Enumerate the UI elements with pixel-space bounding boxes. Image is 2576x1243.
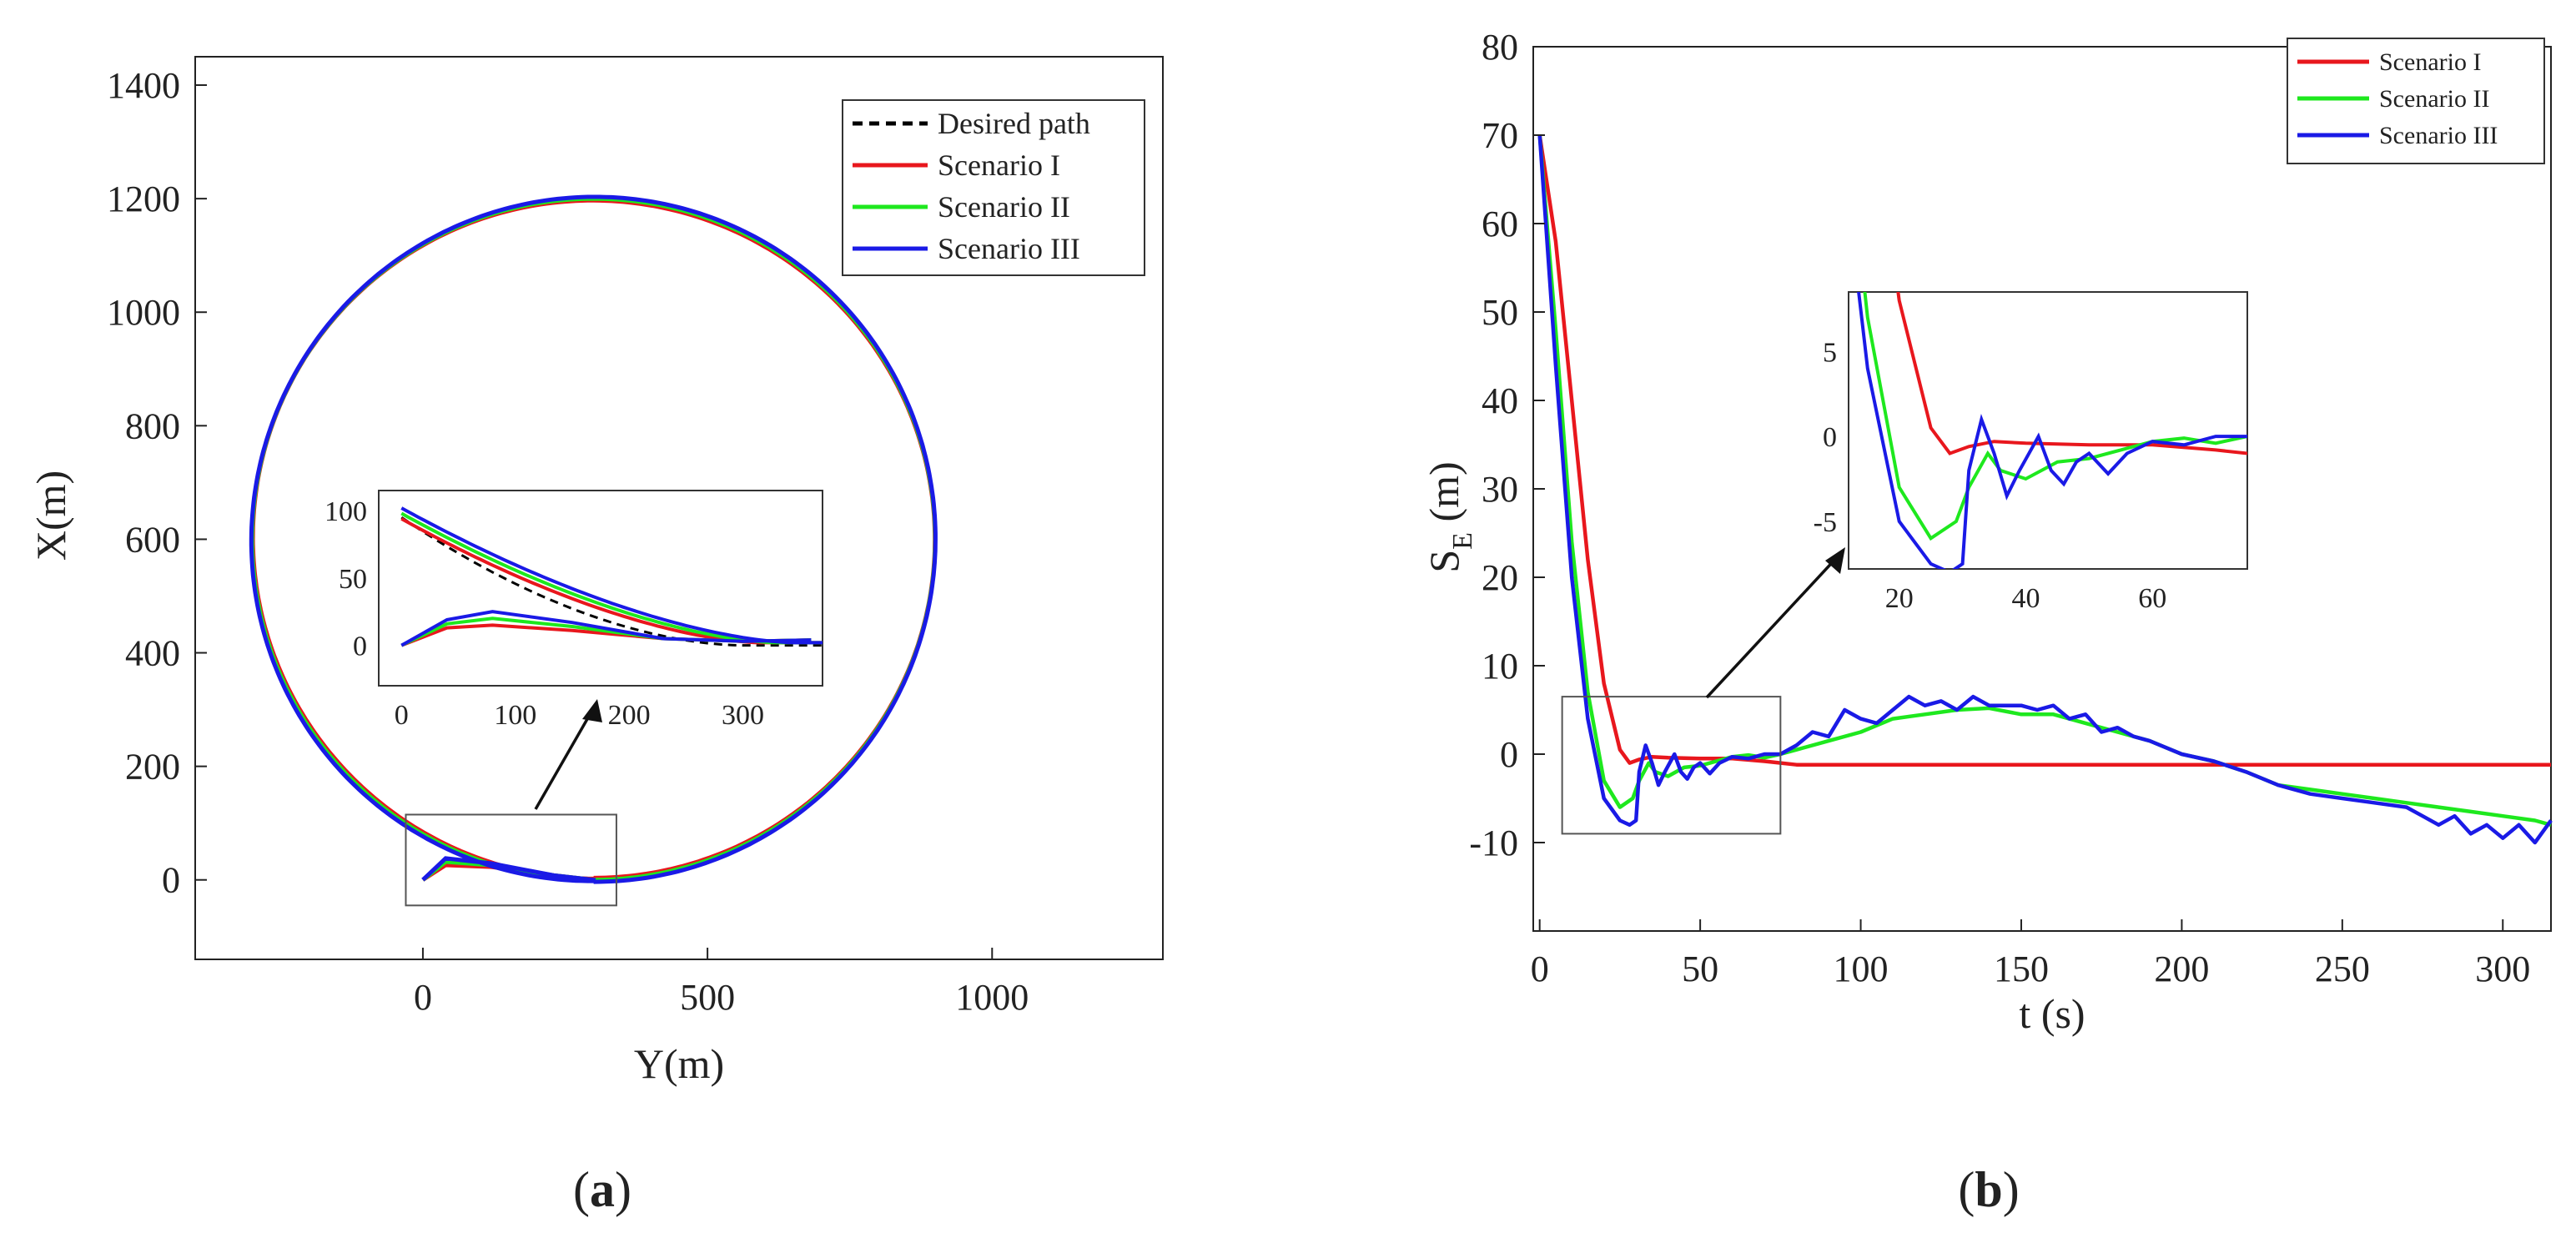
a-zoom-arrow [534, 707, 596, 810]
b-ylabel: SE (m) [1421, 461, 1478, 572]
b-series-scenario-1 [1537, 134, 2551, 767]
b-xtick-label: 250 [2315, 949, 2370, 989]
b-series-scenario-3-inset [1857, 292, 2247, 569]
b-legend-label: Scenario II [2379, 85, 2489, 113]
b-xtick-label: 150 [1994, 949, 2049, 989]
b-ytick-label: 60 [1482, 204, 1518, 244]
b-zoom-box [1561, 696, 1782, 835]
a-series-scenario-3 [249, 194, 938, 884]
b-legend: Scenario I Scenario II Scenario III [2287, 38, 2545, 164]
a-inset-ytick-label: 50 [339, 564, 367, 595]
a-series-scenario-3-inset-lower [400, 610, 812, 647]
b-ytick-label: 40 [1482, 380, 1518, 421]
panel-label-b-letter: b [1975, 1162, 2002, 1217]
a-ytick-label: 800 [125, 405, 180, 446]
a-ytick-label: 200 [125, 747, 180, 788]
b-ytick-label: 70 [1482, 115, 1518, 156]
a-ylabel: X(m) [28, 471, 74, 561]
a-ytick-label: 1400 [107, 65, 180, 106]
b-inset-xtick-label: 20 [1885, 583, 1914, 614]
a-xlabel: Y(m) [634, 1040, 724, 1087]
panel-label-b-close: ) [2003, 1162, 2020, 1217]
a-inset-xtick-label: 300 [722, 700, 764, 731]
b-ytick-label: 0 [1500, 734, 1518, 775]
b-ylabel-unit: (m) [1421, 461, 1467, 532]
panel-label-b-open: ( [1958, 1162, 1975, 1217]
b-inset-ytick-label: 0 [1823, 422, 1837, 453]
a-ytick-label: 0 [162, 860, 180, 901]
b-inset-frame [1848, 291, 2248, 570]
a-xtick-label: 500 [680, 977, 735, 1018]
b-inset-xtick-label: 60 [2138, 583, 2166, 614]
a-zoom-box [405, 813, 617, 907]
b-inset-ytick-label: 5 [1823, 337, 1837, 368]
a-legend-label: Scenario II [938, 190, 1070, 224]
b-xtick-label: 100 [1834, 949, 1889, 989]
b-ytick-label: 80 [1482, 27, 1518, 68]
a-inset-xtick-label: 0 [395, 700, 409, 731]
a-ytick-label: 600 [125, 519, 180, 560]
a-inset-frame [378, 490, 823, 687]
a-inset-ytick-label: 100 [325, 496, 367, 527]
a-inset-xtick-label: 100 [494, 700, 536, 731]
a-inset-xtick-label: 200 [608, 700, 651, 731]
b-ytick-label: 20 [1482, 557, 1518, 598]
panel-label-a-letter: a [590, 1162, 615, 1217]
panel-label-b: (b) [1958, 1162, 2019, 1217]
b-series-scenario-3 [1537, 134, 2553, 845]
b-xtick-label: 50 [1682, 949, 1718, 989]
a-ytick-label: 1000 [107, 292, 180, 333]
b-xlabel: t (s) [2019, 990, 2085, 1037]
b-ytick-label: -10 [1469, 823, 1518, 863]
a-inset: 0 100 200 300 0 50 100 [325, 490, 823, 810]
a-legend-label: Scenario I [938, 148, 1060, 182]
b-inset: 20 40 60 5 0 -5 [1705, 291, 2248, 699]
a-ytick-label: 1200 [107, 179, 180, 219]
panel-label-a-close: ) [615, 1162, 631, 1217]
b-ylabel-main: S [1421, 550, 1467, 573]
a-series-scenario-3-inset-upper [400, 506, 823, 645]
b-ylabel-sub: E [1447, 532, 1478, 550]
b-ytick-label: 30 [1482, 469, 1518, 510]
a-legend-box [842, 99, 1145, 276]
b-legend-label: Scenario I [2379, 48, 2481, 76]
a-ytick-label: 400 [125, 633, 180, 674]
panel-a-trajectory: 0 100 200 300 0 50 100 0 500 1000 0 200 400 600 800 10… [28, 56, 1164, 1217]
a-zoom-arrowhead [582, 699, 602, 722]
b-legend-label: Scenario III [2379, 122, 2498, 149]
b-ytick-label: 10 [1482, 646, 1518, 687]
a-legend-label: Scenario III [938, 232, 1080, 265]
a-legend: Desired path Scenario I Scenario II Scenari… [842, 99, 1145, 276]
b-zoom-arrow [1705, 554, 1840, 699]
b-xtick-label: 0 [1531, 949, 1549, 989]
a-legend-label: Desired path [938, 107, 1090, 140]
a-inset-ytick-label: 0 [353, 632, 367, 662]
a-xtick-label: 0 [414, 977, 432, 1018]
b-inset-xtick-label: 40 [2011, 583, 2040, 614]
panel-label-a: (a) [573, 1162, 631, 1217]
panel-label-a-open: ( [573, 1162, 590, 1217]
b-ytick-label: 50 [1482, 292, 1518, 333]
b-legend-box [2287, 38, 2545, 164]
b-inset-ytick-label: -5 [1814, 507, 1837, 538]
b-xtick-label: 300 [2475, 949, 2530, 989]
a-xtick-label: 1000 [955, 977, 1029, 1018]
b-zoom-arrowhead [1825, 547, 1845, 574]
b-xtick-label: 200 [2154, 949, 2209, 989]
